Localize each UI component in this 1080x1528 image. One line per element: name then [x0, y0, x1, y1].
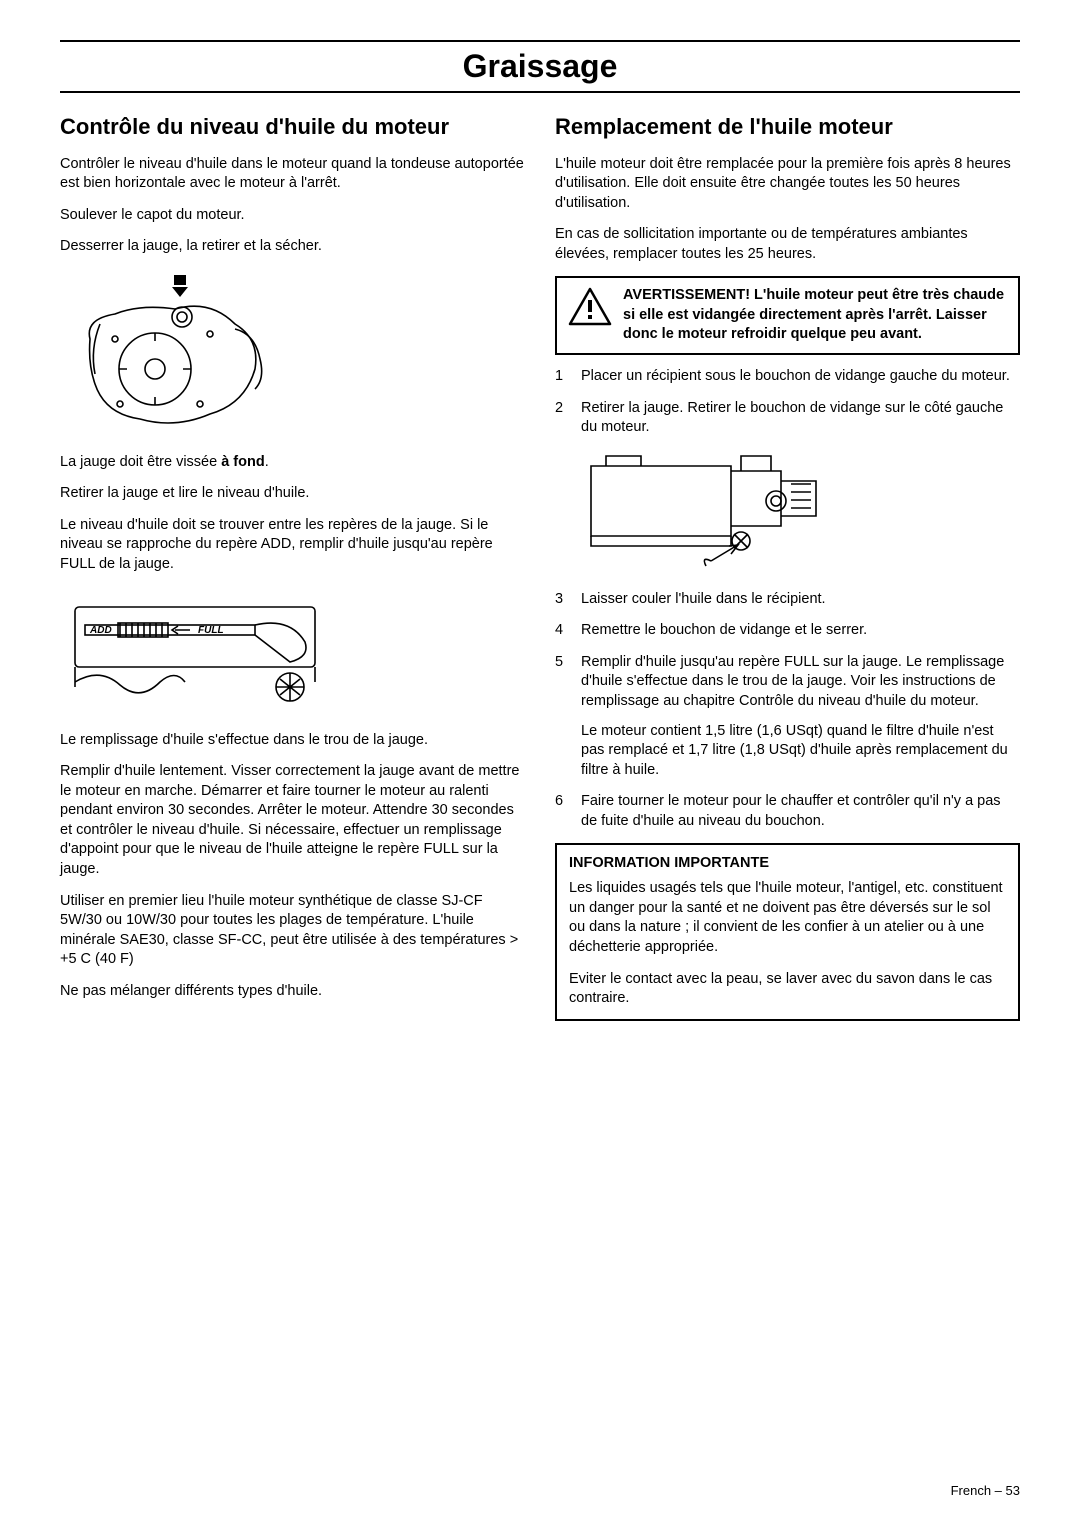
step-2: Retirer la jauge. Retirer le bouchon de …: [555, 399, 1020, 576]
para-l3: Desserrer la jauge, la retirer et la séc…: [60, 237, 525, 257]
figure-drain: [581, 446, 1020, 576]
content-columns: Contrôle du niveau d'huile du moteur Con…: [60, 113, 1020, 1021]
para-l4-bold: à fond: [221, 454, 265, 470]
step-5a: Remplir d'huile jusqu'au repère FULL sur…: [581, 654, 1004, 709]
column-right: Remplacement de l'huile moteur L'huile m…: [555, 113, 1020, 1021]
top-rule: [60, 40, 1020, 42]
step-5: Remplir d'huile jusqu'au repère FULL sur…: [555, 653, 1020, 780]
para-l4-suffix: .: [265, 454, 269, 470]
heading-oil-level: Contrôle du niveau d'huile du moteur: [60, 113, 525, 141]
para-l2: Soulever le capot du moteur.: [60, 206, 525, 226]
para-r1: L'huile moteur doit être remplacée pour …: [555, 155, 1020, 214]
page-footer: French – 53: [951, 1483, 1020, 1498]
page-title: Graissage: [60, 48, 1020, 85]
info-p1: Les liquides usagés tels que l'huile mot…: [569, 879, 1006, 957]
step-2-text: Retirer la jauge. Retirer le bouchon de …: [581, 400, 1003, 436]
step-6: Faire tourner le moteur pour le chauffer…: [555, 792, 1020, 831]
warning-box: AVERTISSEMENT! L'huile moteur peut être …: [555, 276, 1020, 355]
step-4: Remettre le bouchon de vidange et le ser…: [555, 621, 1020, 641]
step-5b: Le moteur contient 1,5 litre (1,6 USqt) …: [581, 722, 1020, 781]
info-heading: INFORMATION IMPORTANTE: [569, 855, 1006, 871]
footer-sep: –: [991, 1483, 1005, 1498]
dipstick-full-label: FULL: [198, 625, 224, 636]
steps-list: Placer un récipient sous le bouchon de v…: [555, 367, 1020, 831]
warning-icon: [567, 286, 613, 345]
step-1: Placer un récipient sous le bouchon de v…: [555, 367, 1020, 387]
column-left: Contrôle du niveau d'huile du moteur Con…: [60, 113, 525, 1021]
warning-text: AVERTISSEMENT! L'huile moteur peut être …: [623, 286, 1008, 345]
para-l7: Le remplissage d'huile s'effectue dans l…: [60, 731, 525, 751]
para-l9: Utiliser en premier lieu l'huile moteur …: [60, 892, 525, 970]
step-3: Laisser couler l'huile dans le récipient…: [555, 590, 1020, 610]
para-l10: Ne pas mélanger différents types d'huile…: [60, 982, 525, 1002]
para-l4-prefix: La jauge doit être vissée: [60, 454, 221, 470]
heading-oil-change: Remplacement de l'huile moteur: [555, 113, 1020, 141]
figure-engine-top: [60, 269, 525, 439]
dipstick-add-label: ADD: [89, 625, 112, 636]
info-box: INFORMATION IMPORTANTE Les liquides usag…: [555, 843, 1020, 1020]
title-rule: [60, 91, 1020, 93]
footer-page: 53: [1006, 1483, 1020, 1498]
para-l8: Remplir d'huile lentement. Visser correc…: [60, 762, 525, 879]
para-r2: En cas de sollicitation importante ou de…: [555, 225, 1020, 264]
footer-lang: French: [951, 1483, 991, 1498]
para-l5: Retirer la jauge et lire le niveau d'hui…: [60, 484, 525, 504]
info-p2: Eviter le contact avec la peau, se laver…: [569, 970, 1006, 1009]
para-l6: Le niveau d'huile doit se trouver entre …: [60, 516, 525, 575]
para-l4: La jauge doit être vissée à fond.: [60, 453, 525, 473]
para-l1: Contrôler le niveau d'huile dans le mote…: [60, 155, 525, 194]
figure-dipstick: ADD FULL: [60, 587, 525, 717]
